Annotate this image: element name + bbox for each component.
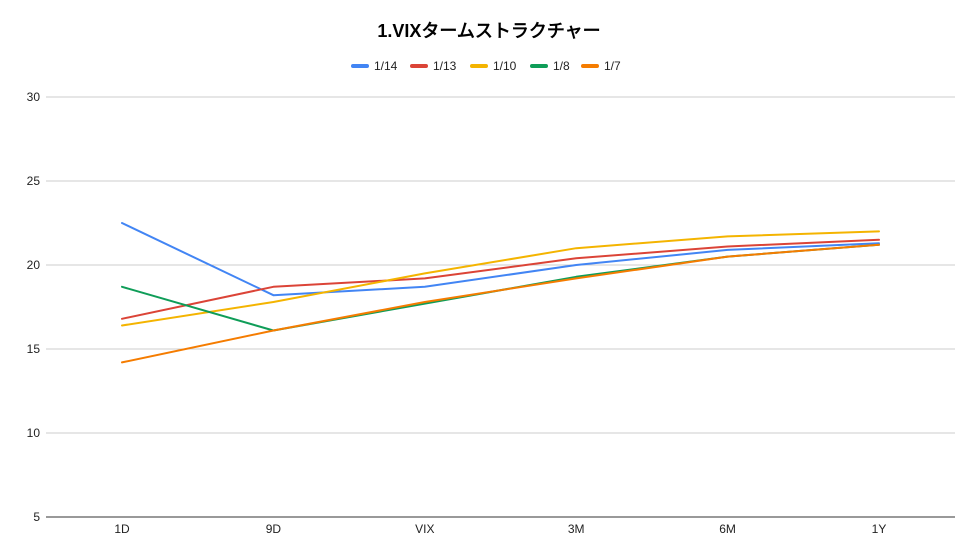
series-line-1-13 <box>121 238 880 320</box>
x-tick-label: 3M <box>568 522 585 536</box>
x-tick-label: 1Y <box>872 522 887 536</box>
y-tick-label: 5 <box>33 510 40 524</box>
y-tick-label: 25 <box>27 174 41 188</box>
x-tick-label: 1D <box>114 522 130 536</box>
grid <box>46 96 955 518</box>
legend-label: 1/10 <box>493 59 517 73</box>
y-axis-ticks: 5 10 15 20 25 30 <box>27 90 41 524</box>
legend-label: 1/8 <box>553 59 570 73</box>
x-axis-ticks: 1D 9D VIX 3M 6M 1Y <box>114 522 886 536</box>
legend-label: 1/14 <box>374 59 398 73</box>
series-line-1-7 <box>121 243 880 364</box>
x-tick-label: 6M <box>719 522 736 536</box>
y-tick-label: 10 <box>27 426 41 440</box>
legend-label: 1/7 <box>604 59 621 73</box>
y-tick-label: 15 <box>27 342 41 356</box>
series-line-1-14 <box>121 222 880 297</box>
x-tick-label: VIX <box>415 522 434 536</box>
chart-title: 1.VIXタームストラクチャー <box>377 21 600 41</box>
series-line-1-10 <box>121 230 880 327</box>
y-tick-label: 20 <box>27 258 41 272</box>
y-tick-label: 30 <box>27 90 41 104</box>
legend: 1/14 1/13 1/10 1/8 1/7 <box>351 59 621 73</box>
series-group <box>121 222 880 364</box>
x-tick-label: 9D <box>266 522 282 536</box>
legend-label: 1/13 <box>433 59 457 73</box>
